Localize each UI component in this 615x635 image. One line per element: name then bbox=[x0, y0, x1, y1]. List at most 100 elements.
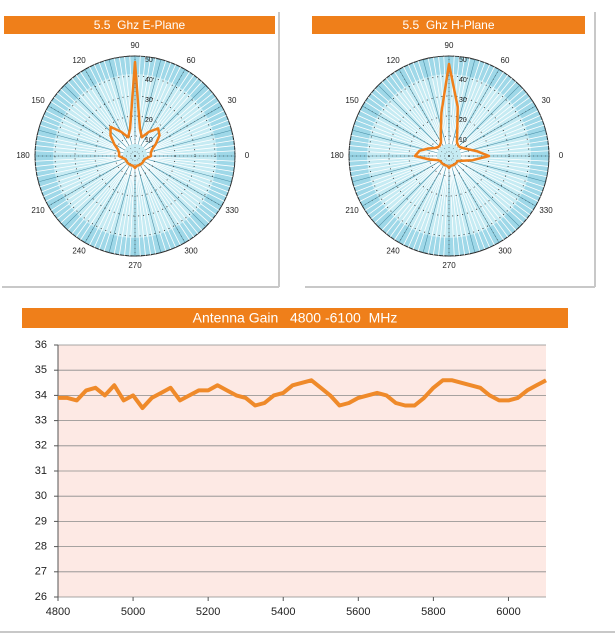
polar-spoke bbox=[357, 114, 439, 152]
theta-grid-line bbox=[448, 155, 500, 243]
polar-spoke bbox=[460, 158, 547, 178]
title-bar bbox=[4, 16, 275, 34]
polar-spoke bbox=[93, 166, 131, 248]
polar-spoke bbox=[454, 166, 495, 246]
polar-spoke bbox=[80, 165, 129, 241]
y-tick-label: 35 bbox=[35, 364, 47, 376]
polar-spoke bbox=[146, 156, 235, 167]
polar-spoke bbox=[367, 96, 440, 150]
polar-spoke bbox=[378, 85, 441, 148]
y-tick-label: 32 bbox=[35, 440, 47, 452]
polar-spoke bbox=[144, 92, 213, 149]
theta-grid-line bbox=[398, 155, 450, 243]
polar-spoke bbox=[450, 57, 466, 145]
theta-tick-label: 330 bbox=[225, 206, 239, 215]
polar-spoke bbox=[453, 64, 491, 146]
polar-spoke bbox=[41, 119, 124, 153]
polar-spoke bbox=[138, 62, 172, 145]
polar-spoke bbox=[452, 167, 481, 252]
polar-spoke bbox=[141, 74, 195, 147]
polar-spoke bbox=[443, 167, 449, 256]
polar-spoke bbox=[137, 59, 162, 145]
polar-spoke bbox=[143, 85, 206, 148]
title-bar bbox=[312, 16, 585, 34]
polar-spoke bbox=[455, 74, 509, 147]
polar-spoke bbox=[129, 167, 135, 256]
polar-spoke bbox=[364, 162, 440, 211]
polar-spoke bbox=[93, 64, 131, 146]
polar-spoke bbox=[432, 57, 448, 145]
polar-spoke bbox=[118, 167, 134, 255]
polar-spoke bbox=[145, 114, 227, 152]
polar-spoke bbox=[138, 167, 172, 250]
theta-tick-label: 330 bbox=[539, 206, 553, 215]
polar-spoke bbox=[144, 163, 213, 220]
chart-title: 5.5 Ghz E-Plane bbox=[94, 18, 186, 32]
polar-spoke bbox=[451, 58, 471, 145]
polar-spoke bbox=[146, 159, 229, 193]
title-bar bbox=[22, 308, 568, 328]
theta-tick-label: 90 bbox=[131, 41, 140, 50]
theta-tick-label: 120 bbox=[72, 56, 86, 65]
theta-tick-label: 0 bbox=[559, 151, 564, 160]
polar-spoke bbox=[355, 159, 438, 193]
polar-spoke bbox=[438, 167, 449, 256]
y-tick-label: 29 bbox=[35, 515, 47, 527]
polar-spoke bbox=[443, 56, 449, 145]
polar-spoke bbox=[143, 164, 206, 227]
polar-spoke bbox=[138, 60, 167, 145]
polar-spoke bbox=[459, 114, 541, 152]
polar-spoke bbox=[381, 164, 442, 231]
polar-spoke bbox=[449, 56, 455, 145]
polar-spoke bbox=[407, 166, 445, 248]
polar-spoke bbox=[456, 165, 513, 234]
polar-spoke bbox=[460, 150, 549, 156]
polar-spoke bbox=[451, 167, 476, 253]
theta-grid-line bbox=[134, 105, 222, 157]
polar-spoke bbox=[89, 166, 130, 246]
polar-spoke bbox=[417, 167, 446, 252]
polar-spoke bbox=[432, 167, 448, 255]
polar-spoke bbox=[385, 78, 442, 147]
polar-spoke bbox=[136, 167, 152, 255]
polar-spoke bbox=[449, 56, 460, 145]
polar-spoke bbox=[458, 162, 534, 211]
polar-spoke bbox=[146, 156, 235, 162]
polar-spoke bbox=[137, 167, 162, 253]
polar-spoke bbox=[43, 160, 125, 198]
polar-spoke bbox=[135, 167, 146, 256]
polar-spoke bbox=[35, 156, 124, 162]
polar-spoke bbox=[353, 124, 438, 153]
polar-grid-ring bbox=[34, 55, 236, 257]
polar-spoke bbox=[71, 165, 128, 234]
polar-spoke bbox=[427, 167, 447, 254]
polar-spoke bbox=[359, 110, 439, 151]
y-tick-label: 28 bbox=[35, 541, 47, 553]
polar-spoke bbox=[108, 59, 133, 145]
polar-spoke bbox=[453, 166, 491, 248]
polar-spoke bbox=[37, 158, 124, 178]
theta-grid-line bbox=[134, 155, 222, 207]
y-tick-label: 36 bbox=[35, 339, 47, 351]
x-tick-label: 4800 bbox=[46, 606, 70, 618]
polar-spoke bbox=[412, 167, 446, 250]
polar-spoke bbox=[403, 66, 444, 146]
polar-spoke bbox=[146, 119, 229, 153]
y-tick-label: 27 bbox=[35, 566, 47, 578]
polar-spoke bbox=[38, 158, 124, 183]
polar-spoke bbox=[452, 167, 486, 250]
theta-grid-line bbox=[134, 69, 186, 157]
polar-spoke bbox=[371, 163, 440, 220]
polar-spoke bbox=[449, 167, 455, 256]
theta-tick-label: 150 bbox=[31, 96, 45, 105]
theta-tick-label: 300 bbox=[184, 246, 198, 255]
polar-spoke bbox=[451, 59, 476, 145]
x-tick-label: 5600 bbox=[346, 606, 370, 618]
polar-spoke bbox=[38, 129, 124, 154]
polar-spoke bbox=[137, 167, 157, 254]
polar-spoke bbox=[412, 62, 446, 145]
r-tick-label: 10 bbox=[459, 137, 467, 144]
polar-spoke bbox=[145, 160, 227, 198]
polar-spoke bbox=[457, 163, 524, 224]
